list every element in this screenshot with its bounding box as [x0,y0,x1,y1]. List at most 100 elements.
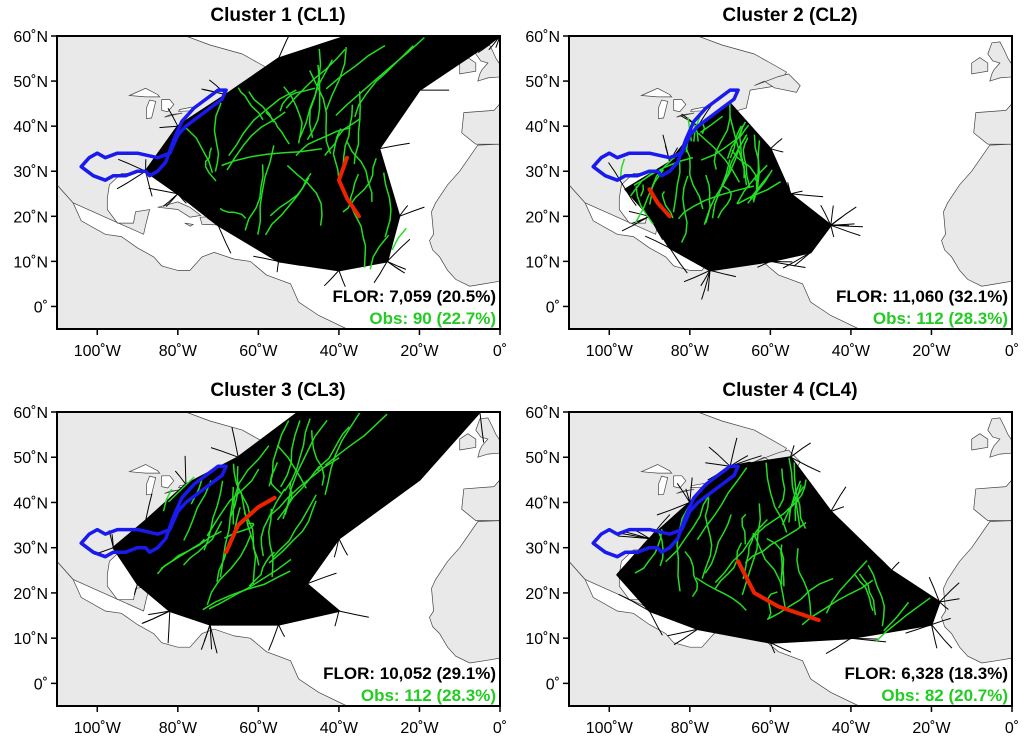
x-axis: 100˚W 80˚W 60˚W 40˚W 20˚W 0˚ [74,329,507,360]
observed-track [182,521,223,566]
x-axis: 100˚W 80˚W 60˚W 40˚W 20˚W 0˚ [586,329,1019,360]
model-track [689,502,709,507]
observed-track [752,134,760,201]
observed-track [237,87,264,121]
model-track [184,455,187,485]
observed-track [206,468,260,537]
model-track [685,488,691,503]
y-tick-label: 30˚N [525,541,560,558]
great-lake [658,99,669,119]
model-track [278,58,297,67]
panel-cluster-1: Cluster 1 (CL1) 100˚W 80˚W 60˚W 40˚W 20˚W 0˚ … [13,5,507,360]
land-polygon [461,479,500,521]
model-track [830,225,835,238]
model-track [769,148,776,163]
land-polygon [429,520,500,664]
model-track [757,260,771,268]
model-track [770,148,784,153]
observed-track [268,457,340,517]
model-track [729,466,746,489]
map-area [569,36,1012,329]
model-track [624,189,637,206]
observed-track [750,500,799,540]
model-track [830,224,863,228]
model-track [669,247,688,274]
observed-track [680,175,689,243]
model-track [177,188,204,195]
model-track [830,486,847,512]
observed-track [335,36,425,117]
mean-track [336,155,361,219]
model-track [177,169,179,194]
model-track [769,244,771,262]
x-tick-label: 60˚W [239,343,278,360]
model-track [769,611,781,643]
model-track [165,193,179,207]
observed-track [286,164,323,226]
model-track [352,134,380,150]
observed-track [634,529,663,574]
great-lake [676,112,695,118]
observed-track [875,597,931,642]
observed-track [676,505,690,592]
observed-track [213,102,222,172]
land-polygon [461,103,500,145]
great-lake [673,475,687,489]
observed-track [248,91,275,123]
model-track [278,58,301,84]
y-tick-label: 50˚N [525,450,560,467]
model-track [631,584,650,612]
model-track [268,624,279,651]
model-track [928,576,940,603]
model-track [388,216,400,243]
y-tick-label: 0˚ [34,299,48,316]
observed-track [684,146,704,210]
great-lake [161,99,175,113]
land-polygon [429,143,500,287]
observed-track [325,47,347,111]
observed-track [747,169,773,204]
model-track [276,261,279,273]
model-track [217,224,231,231]
observed-track [704,514,732,574]
model-track [338,538,349,556]
model-track [618,593,650,612]
model-track [478,412,480,413]
model-track [238,456,258,459]
x-tick-label: 60˚W [751,720,790,737]
observed-track [325,44,386,90]
model-track [399,206,425,217]
x-tick-label: 0˚ [1005,720,1019,737]
model-track [770,260,806,268]
y-axis: 60˚N 50˚N 40˚N 30˚N 20˚N 10˚N 0˚ [525,405,569,693]
model-track [278,246,288,262]
model-track [921,600,940,603]
map-area [57,412,500,706]
model-track [127,563,138,585]
observed-track [232,445,270,525]
panel-cluster-4: Cluster 4 (CL4) 100˚W 80˚W 60˚W 40˚W 20˚W 0˚ … [525,380,1019,737]
model-track [697,104,713,127]
land-polygon [987,41,1012,82]
observed-track [342,173,360,213]
observed-track [219,207,247,219]
model-track [379,142,410,150]
observed-track [704,497,710,517]
model-track [278,624,286,638]
mean-track-line [736,559,821,623]
observed-track [284,418,311,492]
observed-track [324,412,361,495]
land-polygon [971,433,989,451]
observed-track [672,158,681,213]
model-track [174,470,187,485]
map-frame [56,411,501,707]
model-track [769,235,776,262]
model-track [830,224,861,237]
model-track [210,447,239,458]
region-outline [79,464,228,559]
model-track [398,479,420,487]
obs-count-label: Obs: 112 (28.3%) [361,686,496,705]
panel-title: Cluster 4 (CL4) [722,380,857,401]
observed-track [717,184,732,219]
land-polygon [57,36,348,329]
